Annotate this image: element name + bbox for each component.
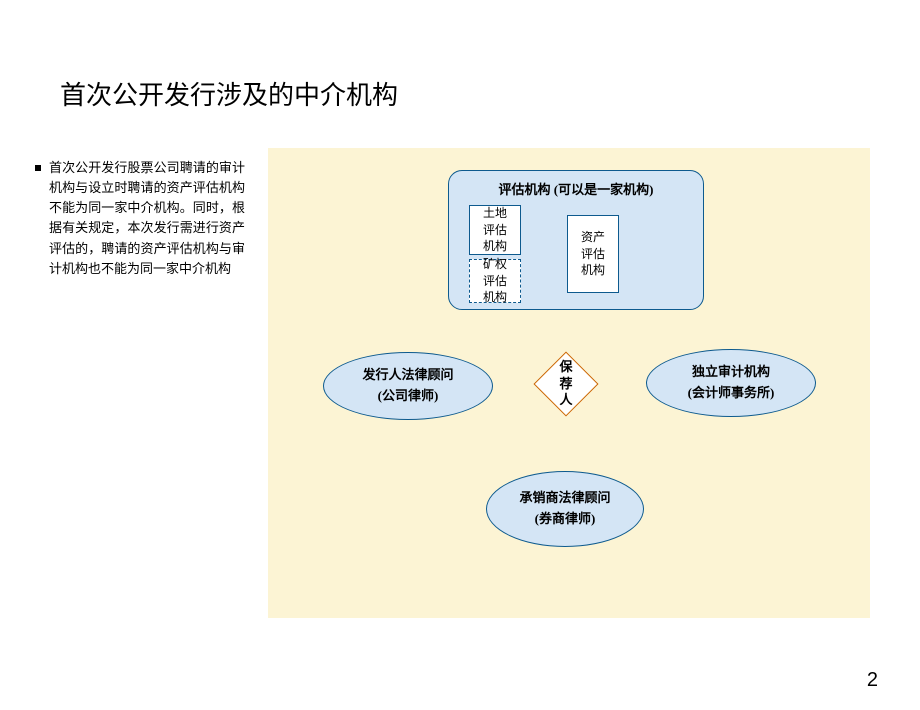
issuer-legal-line1: 发行人法律顾问 [362, 365, 453, 386]
bullet-marker-icon [35, 165, 41, 171]
land-eval-label: 土地评估机构 [483, 205, 507, 255]
audit-line1: 独立审计机构 [692, 362, 770, 383]
diagram-canvas: 评估机构 (可以是一家机构) 土地评估机构 矿权评估机构 资产评估机构 保荐人 … [268, 148, 870, 618]
land-eval-box: 土地评估机构 [469, 205, 521, 255]
sponsor-diamond: 保荐人 [543, 361, 589, 407]
audit-ellipse: 独立审计机构 (会计师事务所) [646, 349, 816, 417]
underwriter-legal-line2: (券商律师) [535, 509, 596, 530]
audit-line2: (会计师事务所) [688, 383, 775, 404]
bullet-text: 首次公开发行股票公司聘请的审计机构与设立时聘请的资产评估机构不能为同一家中介机构… [49, 158, 245, 279]
bullet-list: 首次公开发行股票公司聘请的审计机构与设立时聘请的资产评估机构不能为同一家中介机构… [35, 158, 245, 279]
evaluation-group-box: 评估机构 (可以是一家机构) 土地评估机构 矿权评估机构 资产评估机构 [448, 170, 704, 310]
evaluation-group-title: 评估机构 (可以是一家机构) [449, 179, 703, 198]
issuer-legal-ellipse: 发行人法律顾问 (公司律师) [323, 352, 493, 420]
sponsor-label: 保荐人 [557, 359, 575, 410]
underwriter-legal-line1: 承销商法律顾问 [519, 488, 610, 509]
page-title: 首次公开发行涉及的中介机构 [60, 75, 398, 112]
mining-eval-box: 矿权评估机构 [469, 259, 521, 303]
asset-eval-box: 资产评估机构 [567, 215, 619, 293]
issuer-legal-line2: (公司律师) [378, 386, 439, 407]
page-number: 2 [867, 669, 878, 692]
underwriter-legal-ellipse: 承销商法律顾问 (券商律师) [486, 471, 644, 547]
mining-eval-label: 矿权评估机构 [483, 256, 507, 306]
asset-eval-label: 资产评估机构 [581, 229, 605, 279]
bullet-item: 首次公开发行股票公司聘请的审计机构与设立时聘请的资产评估机构不能为同一家中介机构… [35, 158, 245, 279]
